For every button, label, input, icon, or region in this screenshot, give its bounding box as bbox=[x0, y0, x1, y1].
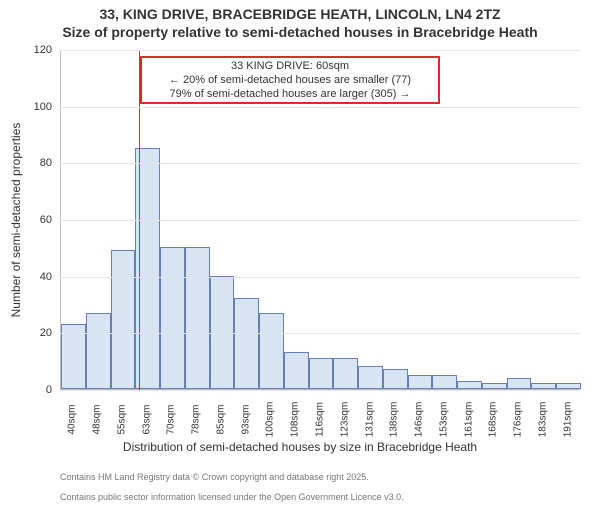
annotation-line1: 33 KING DRIVE: 60sqm bbox=[146, 60, 434, 74]
histogram-bar bbox=[531, 383, 556, 389]
histogram-bar bbox=[284, 352, 309, 389]
annotation-box: 33 KING DRIVE: 60sqm ← 20% of semi-detac… bbox=[140, 56, 440, 104]
histogram-bar bbox=[457, 381, 482, 390]
histogram-bar bbox=[507, 378, 532, 389]
y-gridline bbox=[60, 333, 580, 334]
x-tick-label: 63sqm bbox=[141, 404, 152, 434]
x-tick-label: 85sqm bbox=[215, 404, 226, 434]
x-tick-label: 131sqm bbox=[364, 402, 375, 438]
attribution-line2: Contains public sector information licen… bbox=[60, 492, 404, 502]
histogram-bar bbox=[432, 375, 457, 389]
histogram-bar bbox=[556, 383, 581, 389]
y-tick-label: 0 bbox=[0, 384, 52, 396]
x-tick-label: 100sqm bbox=[265, 402, 276, 438]
annotation-line2: ← 20% of semi-detached houses are smalle… bbox=[146, 74, 434, 88]
histogram-bar bbox=[358, 366, 383, 389]
attribution-line1: Contains HM Land Registry data © Crown c… bbox=[60, 472, 404, 482]
histogram-bar bbox=[86, 313, 111, 390]
y-gridline bbox=[60, 390, 580, 391]
y-tick-label: 80 bbox=[0, 157, 52, 169]
x-tick-label: 40sqm bbox=[67, 404, 78, 434]
y-tick-label: 100 bbox=[0, 101, 52, 113]
chart-title-line2: Size of property relative to semi-detach… bbox=[0, 24, 600, 40]
y-gridline bbox=[60, 107, 580, 108]
histogram-bar bbox=[259, 313, 284, 390]
x-axis-title: Distribution of semi-detached houses by … bbox=[0, 440, 600, 454]
x-tick-label: 138sqm bbox=[389, 402, 400, 438]
y-gridline bbox=[60, 277, 580, 278]
y-gridline bbox=[60, 163, 580, 164]
y-tick-label: 120 bbox=[0, 44, 52, 56]
y-tick-label: 60 bbox=[0, 214, 52, 226]
x-tick-label: 55sqm bbox=[116, 404, 127, 434]
histogram-bar bbox=[309, 358, 334, 389]
x-tick-label: 108sqm bbox=[290, 402, 301, 438]
y-gridline bbox=[60, 220, 580, 221]
x-tick-label: 123sqm bbox=[339, 402, 350, 438]
histogram-bar bbox=[185, 247, 210, 389]
chart-title-line1: 33, KING DRIVE, BRACEBRIDGE HEATH, LINCO… bbox=[0, 6, 600, 22]
chart-container: { "layout": { "width": 600, "height": 50… bbox=[0, 0, 600, 500]
x-tick-label: 93sqm bbox=[240, 404, 251, 434]
histogram-bar bbox=[160, 247, 185, 389]
x-tick-label: 70sqm bbox=[166, 404, 177, 434]
y-gridline bbox=[60, 50, 580, 51]
y-tick-label: 40 bbox=[0, 271, 52, 283]
annotation-line3: 79% of semi-detached houses are larger (… bbox=[146, 88, 434, 102]
histogram-bar bbox=[383, 369, 408, 389]
x-tick-label: 183sqm bbox=[537, 402, 548, 438]
x-tick-label: 146sqm bbox=[414, 402, 425, 438]
histogram-bar bbox=[210, 276, 235, 389]
x-tick-label: 168sqm bbox=[488, 402, 499, 438]
x-tick-label: 116sqm bbox=[315, 402, 326, 437]
y-tick-label: 20 bbox=[0, 327, 52, 339]
attribution-text: Contains HM Land Registry data © Crown c… bbox=[60, 462, 404, 512]
x-tick-label: 48sqm bbox=[92, 404, 103, 434]
x-tick-label: 161sqm bbox=[463, 402, 474, 438]
x-tick-label: 153sqm bbox=[438, 402, 449, 438]
histogram-bar bbox=[111, 250, 136, 389]
x-tick-label: 176sqm bbox=[513, 402, 524, 438]
histogram-bar bbox=[234, 298, 259, 389]
histogram-bar bbox=[482, 383, 507, 389]
x-tick-label: 78sqm bbox=[191, 404, 202, 434]
histogram-bar bbox=[408, 375, 433, 389]
x-tick-label: 191sqm bbox=[562, 402, 573, 438]
histogram-bar bbox=[333, 358, 358, 389]
